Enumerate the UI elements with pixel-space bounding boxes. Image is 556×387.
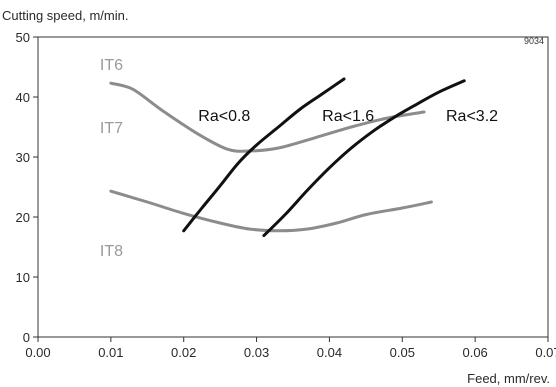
series-line-4	[262, 79, 466, 238]
axes	[37, 36, 549, 338]
x-tick-label: 0.01	[98, 345, 123, 360]
series-label: Ra<0.8	[198, 108, 250, 125]
series-line-1	[109, 81, 426, 153]
x-tick-label: 0.05	[390, 345, 415, 360]
zone-label-it8: IT8	[100, 243, 123, 260]
series-label: Ra<3.2	[446, 108, 498, 125]
y-axis-title: Cutting speed, m/min.	[2, 8, 128, 23]
series-label: Ra<1.6	[322, 108, 374, 125]
reference-number: 9034	[524, 36, 544, 46]
y-tick-label: 50	[16, 30, 30, 45]
zone-label-it7: IT7	[100, 120, 123, 137]
series-labels: Ra<0.8 Ra<1.6 Ra<3.2	[198, 108, 498, 125]
series-lines	[109, 77, 466, 238]
y-tick-label: 0	[23, 330, 30, 345]
y-tick-label: 40	[16, 90, 30, 105]
zone-label-it6: IT6	[100, 57, 123, 74]
x-tick-label: 0.03	[244, 345, 269, 360]
series-line-2	[109, 189, 433, 233]
x-tick-label: 0.04	[317, 345, 342, 360]
y-tick-label: 10	[16, 270, 30, 285]
x-tick-label: 0.02	[171, 345, 196, 360]
y-tick-label: 20	[16, 210, 30, 225]
zone-labels: IT6 IT7 IT8	[100, 57, 123, 260]
plot-frame	[37, 36, 549, 338]
y-axis-ticks: 0 10 20 30 40 50	[16, 30, 38, 345]
series-line-3	[182, 77, 346, 233]
x-tick-label: 0.07	[535, 345, 556, 360]
x-tick-label: 0.06	[462, 345, 487, 360]
x-tick-label: 0.00	[25, 345, 50, 360]
x-axis-title: Feed, mm/rev.	[467, 371, 550, 386]
y-tick-label: 30	[16, 150, 30, 165]
x-axis-ticks: 0.00 0.01 0.02 0.03 0.04 0.05 0.06 0.07	[25, 337, 556, 360]
